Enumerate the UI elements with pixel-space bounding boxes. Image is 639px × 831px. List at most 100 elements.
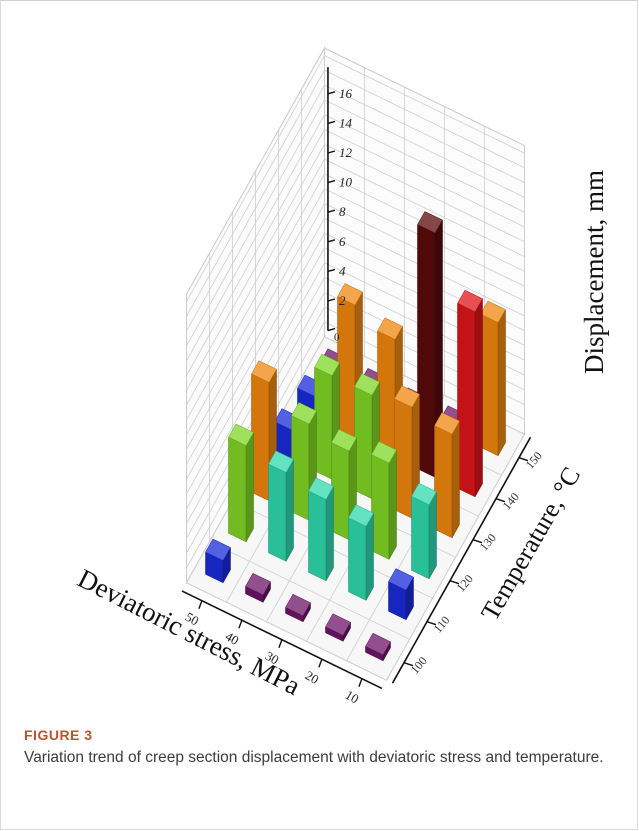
x-tick [238, 619, 243, 629]
bar-face-side [451, 420, 460, 539]
x-tick-label: 10 [343, 687, 362, 706]
bar [291, 402, 317, 522]
z-tick-label: 14 [339, 115, 353, 130]
bar-face-top [308, 477, 334, 500]
y-tick-label: 120 [454, 572, 476, 595]
bar [411, 482, 437, 580]
bar-face-top [394, 385, 420, 408]
bar [371, 441, 397, 561]
x-tick-label: 20 [303, 668, 322, 687]
bar-face-front [394, 398, 413, 519]
figure-label: FIGURE 3 [24, 727, 93, 743]
bar-face-front [377, 330, 396, 459]
y-tick-label: 100 [408, 654, 430, 677]
bar-face-front [457, 302, 476, 498]
grid-line [209, 541, 410, 640]
x-tick [318, 658, 323, 668]
z-tick-label: 10 [339, 175, 353, 190]
bar [365, 632, 391, 662]
bar [348, 504, 374, 602]
z-axis-title: Displacement, mm [579, 170, 609, 374]
bar [457, 289, 483, 498]
z-tick [327, 268, 336, 273]
bar-face-top [411, 482, 437, 506]
chart-axes [181, 67, 532, 690]
chart-bars [205, 211, 506, 662]
y-tick [472, 539, 483, 544]
y-tick-label: 130 [477, 531, 499, 554]
bar-face-top [388, 568, 414, 591]
z-tick [327, 209, 336, 213]
bar-face-top [285, 593, 311, 617]
y-tick [449, 580, 460, 585]
x-tick [358, 678, 363, 687]
bar-face-top [268, 450, 294, 473]
y-tick [403, 662, 414, 667]
bar-face-front [251, 373, 270, 502]
bar-face-top [417, 211, 443, 234]
bar-face-side [325, 485, 334, 582]
bar-face-top [331, 429, 357, 452]
bar-face-top [371, 441, 397, 464]
bar-face-front [434, 425, 453, 539]
z-tick-label-zero: 0 [334, 332, 340, 344]
y-tick [518, 457, 529, 462]
bar-face-front [354, 386, 373, 500]
bar [417, 211, 443, 479]
z-tick-label: 16 [339, 86, 353, 101]
bar-face-side [497, 308, 506, 457]
bar-face-front [308, 490, 327, 582]
bar [245, 572, 271, 604]
bar [480, 300, 506, 457]
bar [325, 613, 351, 643]
bar-face-top [377, 317, 403, 340]
z-tick-label: 6 [339, 234, 346, 249]
bar-face-top [291, 402, 317, 425]
bar-face-top [205, 538, 231, 561]
bar-face-side [365, 512, 374, 602]
bar-face-top [457, 289, 483, 313]
bar-face-top [251, 360, 277, 383]
bar-face-top [365, 632, 391, 656]
bar-face-top [480, 300, 506, 323]
z-tick-label: 2 [339, 293, 346, 308]
figure-caption-text: Variation trend of creep section displac… [24, 749, 604, 766]
x-tick-label: 30 [263, 648, 282, 667]
x-tick [198, 600, 203, 609]
bar-face-top [245, 572, 271, 596]
z-tick [327, 179, 336, 184]
bar-face-top [348, 504, 374, 527]
z-tick [327, 120, 336, 125]
z-tick-label: 12 [339, 145, 353, 160]
bar [205, 538, 231, 584]
y-tick [495, 498, 506, 503]
bar-face-side [388, 449, 397, 561]
bar-face-front [314, 366, 333, 480]
bar-face-top [325, 613, 351, 636]
bar-face-front [268, 463, 287, 562]
bar-face-front [291, 415, 310, 521]
bar [434, 412, 460, 539]
z-tick [327, 239, 336, 243]
bar-face-front [371, 454, 390, 560]
z-tick-label: 4 [339, 263, 346, 278]
y-tick-label: 150 [523, 449, 545, 472]
x-tick [278, 639, 283, 648]
bar-face-front [417, 224, 436, 478]
y-axis-line [391, 436, 532, 684]
bar-face-front [348, 517, 367, 601]
x-tick-label: 40 [223, 629, 242, 648]
bar-face-front [337, 296, 356, 439]
z-tick [327, 298, 336, 302]
bar [388, 568, 414, 621]
bar-face-side [285, 458, 294, 563]
x-tick-label: 50 [183, 609, 202, 628]
y-tick-label: 110 [431, 613, 453, 635]
z-tick [327, 327, 336, 332]
figure-caption: FIGURE 3 Variation trend of creep sectio… [24, 727, 614, 768]
z-tick [327, 91, 336, 95]
bar-face-top [314, 353, 340, 377]
bar [228, 423, 254, 543]
bar-face-top [337, 283, 363, 306]
